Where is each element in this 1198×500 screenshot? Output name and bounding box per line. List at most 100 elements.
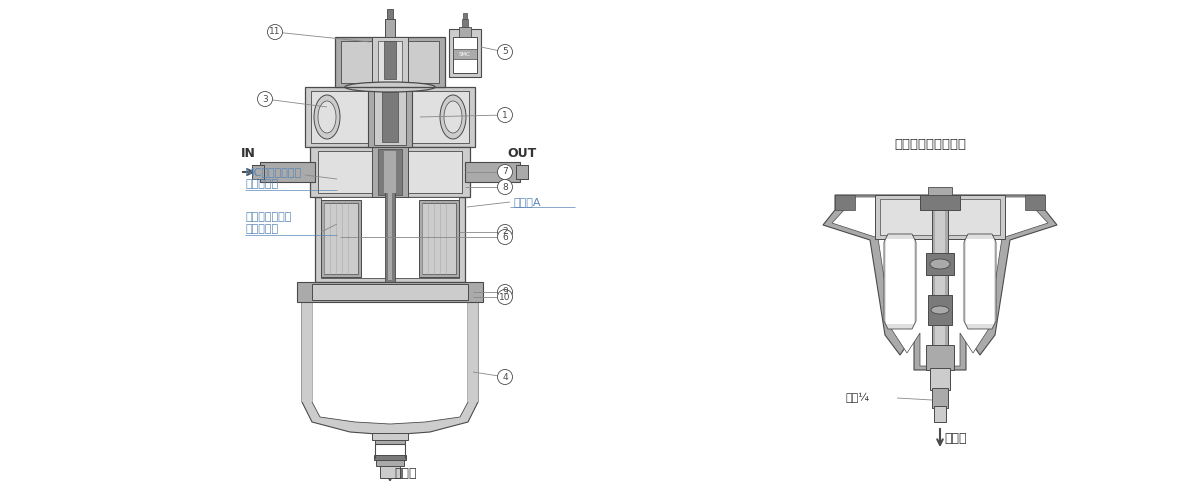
Text: 7: 7 — [502, 168, 508, 176]
Bar — [311, 91, 468, 143]
Bar — [966, 239, 994, 324]
Polygon shape — [311, 302, 468, 424]
Bar — [335, 37, 444, 87]
Circle shape — [497, 290, 513, 304]
Ellipse shape — [317, 101, 335, 133]
Bar — [465, 162, 520, 182]
Bar — [385, 41, 397, 79]
Bar — [385, 19, 395, 37]
Polygon shape — [831, 197, 1048, 366]
Text: 1: 1 — [502, 110, 508, 120]
Ellipse shape — [931, 306, 949, 314]
Text: エレメント: エレメント — [246, 179, 278, 189]
Text: 8: 8 — [502, 182, 508, 192]
Bar — [928, 295, 952, 325]
Text: オートドレンタイプ: オートドレンタイプ — [894, 138, 966, 151]
Text: 5: 5 — [502, 48, 508, 56]
Bar — [516, 165, 528, 179]
Text: 11: 11 — [270, 28, 280, 36]
Ellipse shape — [440, 95, 466, 139]
Bar — [310, 147, 470, 197]
Bar — [311, 294, 468, 302]
Polygon shape — [964, 234, 996, 329]
Bar — [835, 195, 855, 210]
Bar — [926, 345, 954, 370]
Bar — [305, 87, 474, 147]
Bar — [932, 388, 948, 408]
Text: 2: 2 — [502, 228, 508, 236]
Bar — [252, 165, 264, 179]
Bar — [374, 89, 406, 145]
Text: 口径¼: 口径¼ — [845, 393, 869, 403]
Bar — [387, 9, 393, 19]
Bar — [317, 151, 462, 193]
Text: 10: 10 — [500, 292, 510, 302]
Bar — [934, 406, 946, 422]
Bar — [380, 464, 400, 478]
Bar — [382, 92, 398, 142]
Text: 3: 3 — [262, 94, 268, 104]
Text: ドレン: ドレン — [944, 432, 967, 445]
Bar — [926, 253, 954, 275]
Bar — [375, 438, 405, 444]
Ellipse shape — [444, 101, 462, 133]
Bar — [302, 292, 478, 302]
Text: MCカートリッジ: MCカートリッジ — [246, 167, 302, 177]
Bar — [453, 37, 477, 73]
Bar — [302, 302, 311, 402]
Bar — [419, 200, 459, 277]
Circle shape — [497, 370, 513, 384]
Text: OUT: OUT — [508, 147, 537, 160]
Bar — [376, 458, 404, 466]
Bar — [373, 147, 409, 197]
Bar — [385, 151, 397, 193]
Circle shape — [497, 44, 513, 60]
Bar — [462, 19, 468, 27]
Circle shape — [497, 164, 513, 180]
Bar — [875, 195, 1005, 239]
Bar — [887, 239, 914, 324]
Bar — [453, 49, 477, 59]
Bar — [321, 200, 361, 277]
Bar — [930, 368, 950, 390]
Text: IN: IN — [241, 147, 255, 160]
Bar — [1025, 195, 1045, 210]
Polygon shape — [823, 195, 1057, 370]
Text: エレメント: エレメント — [246, 224, 278, 234]
Text: 流通孔A: 流通孔A — [513, 197, 540, 207]
Bar — [468, 302, 478, 402]
Circle shape — [267, 24, 283, 40]
Bar — [374, 455, 406, 460]
Bar — [379, 149, 403, 195]
Bar — [323, 203, 358, 274]
Bar — [462, 13, 467, 19]
Bar — [934, 199, 945, 364]
Text: 6: 6 — [502, 232, 508, 241]
Text: セパレーション: セパレーション — [246, 212, 291, 222]
Text: SMC: SMC — [459, 52, 471, 57]
Bar — [373, 37, 409, 87]
Bar — [920, 195, 960, 210]
Ellipse shape — [345, 82, 435, 92]
Text: 4: 4 — [502, 372, 508, 382]
Bar — [932, 195, 948, 366]
Bar — [368, 87, 412, 147]
Circle shape — [497, 108, 513, 122]
Ellipse shape — [930, 259, 950, 269]
Ellipse shape — [314, 95, 340, 139]
Bar — [311, 284, 468, 300]
Text: 9: 9 — [502, 288, 508, 296]
Polygon shape — [302, 302, 478, 435]
Bar — [379, 41, 403, 83]
Bar — [373, 433, 409, 440]
Bar — [388, 169, 392, 280]
Polygon shape — [884, 234, 916, 329]
Bar — [341, 41, 438, 83]
Bar — [260, 162, 315, 182]
Bar — [928, 187, 952, 195]
Bar — [315, 197, 465, 282]
Bar — [422, 203, 456, 274]
Bar — [881, 199, 1000, 235]
Bar — [459, 27, 471, 37]
Circle shape — [497, 284, 513, 300]
